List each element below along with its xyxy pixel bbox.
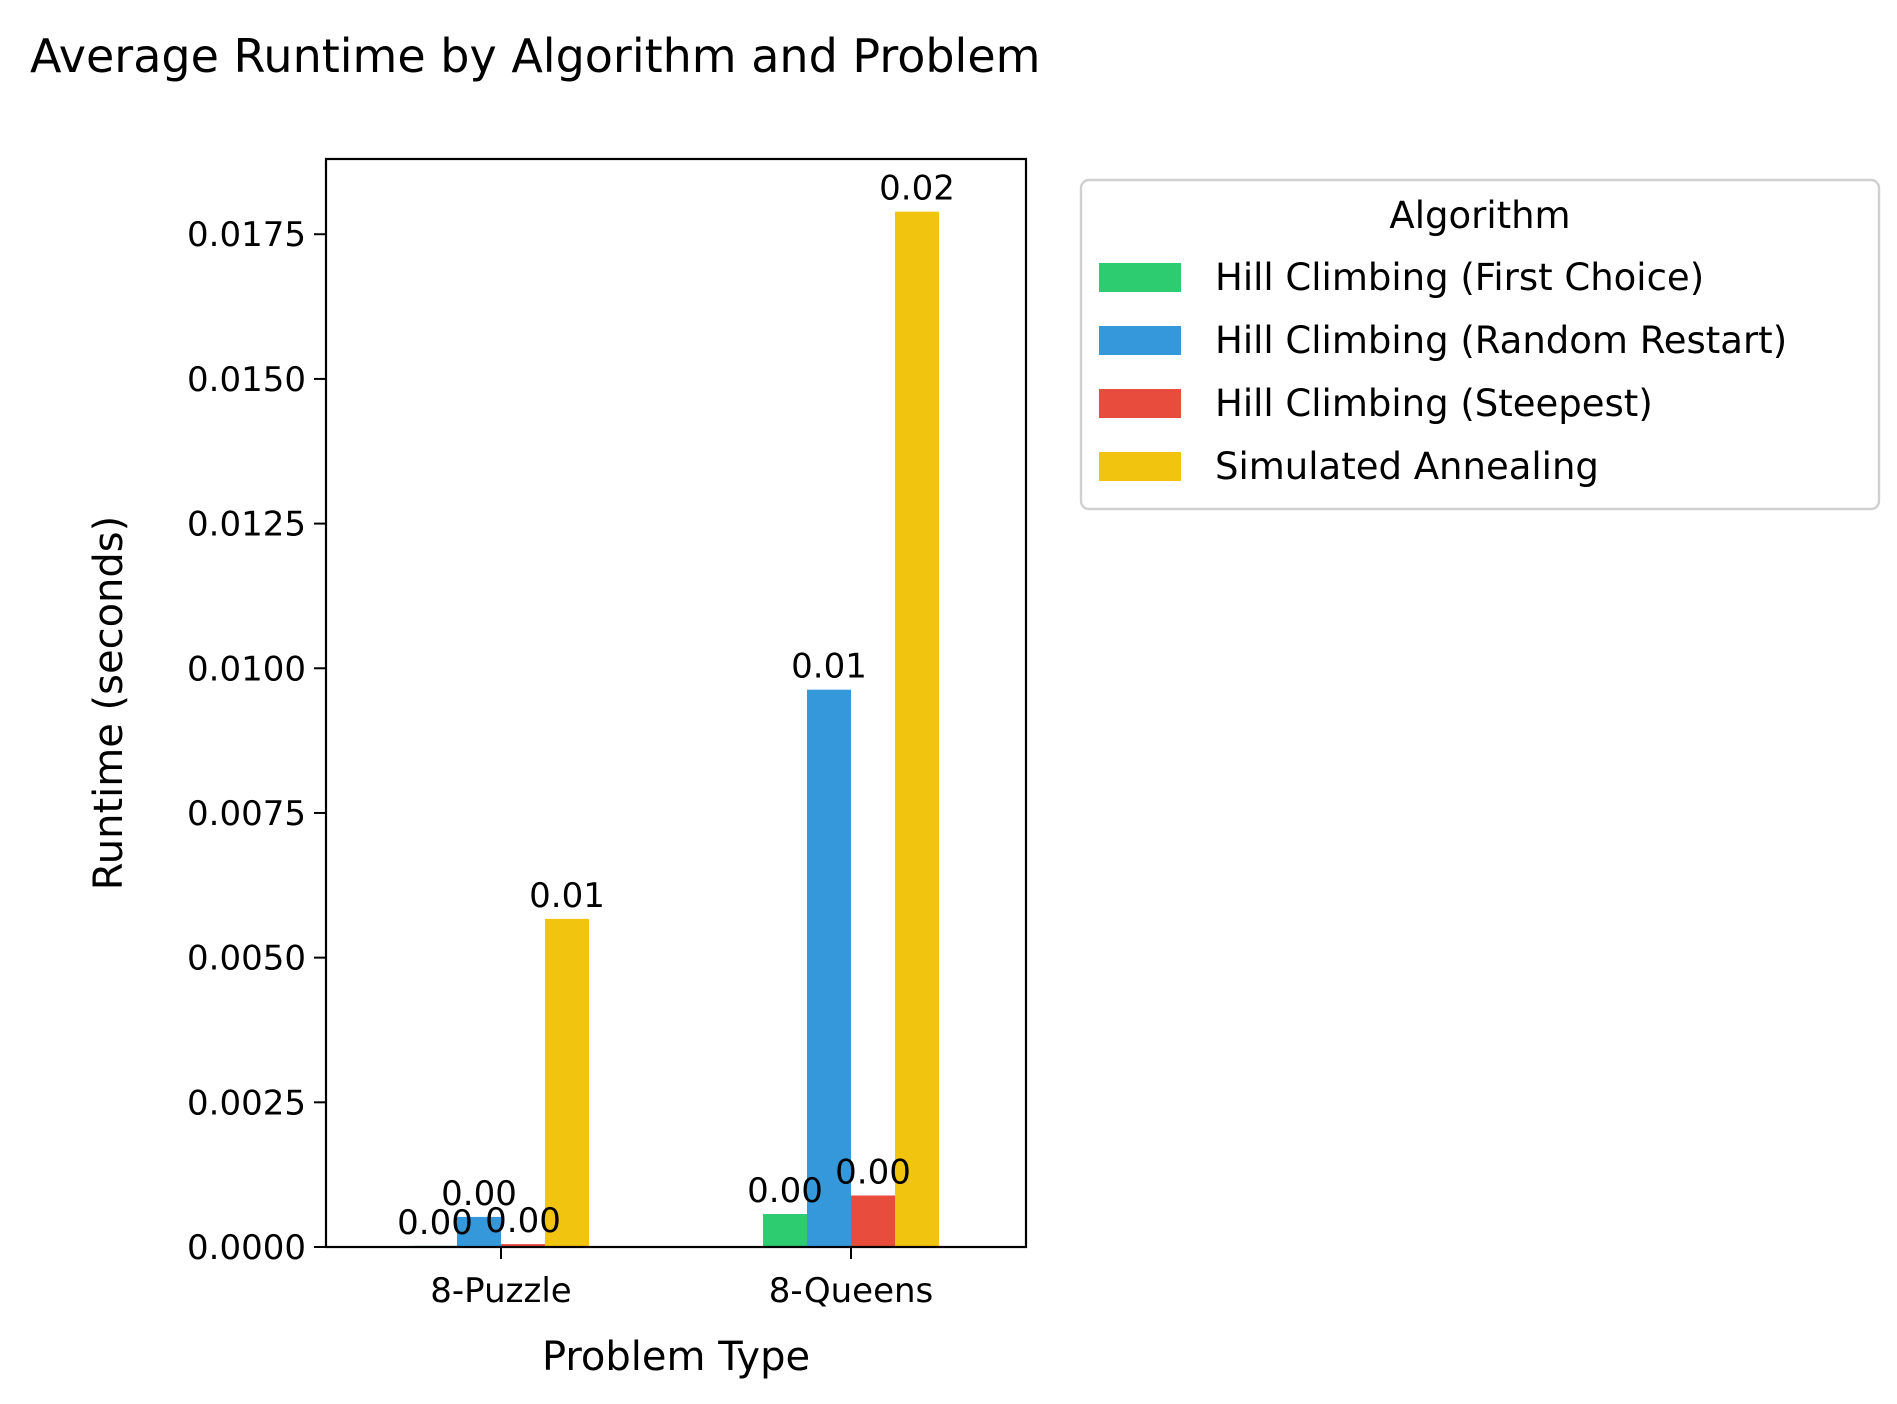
legend-label: Hill Climbing (Steepest) — [1215, 382, 1653, 425]
y-tick-label: 0.0150 — [187, 360, 306, 400]
legend-label: Simulated Annealing — [1215, 445, 1599, 488]
bar-value-label: 0.01 — [529, 876, 605, 916]
bar — [763, 1214, 807, 1247]
bar-value-label: 0.00 — [441, 1174, 517, 1214]
legend-swatch — [1099, 263, 1181, 292]
x-axis: 8-Puzzle 8-Queens — [430, 1247, 933, 1311]
legend-title: Algorithm — [1389, 194, 1570, 237]
legend-swatch — [1099, 452, 1181, 481]
bar-value-label: 0.00 — [747, 1171, 823, 1211]
y-tick-label: 0.0025 — [187, 1083, 306, 1123]
bars-layer — [413, 211, 939, 1248]
bar-value-label: 0.00 — [485, 1201, 561, 1241]
bar — [545, 918, 589, 1247]
bar — [851, 1195, 895, 1247]
bar-value-label: 0.00 — [397, 1203, 473, 1243]
y-axis: 0.0000 0.0025 0.0050 0.0075 0.0100 0.0125 0.01… — [187, 215, 326, 1268]
y-tick-label: 0.0100 — [187, 649, 306, 689]
x-axis-label: Problem Type — [542, 1334, 810, 1380]
bar — [457, 1216, 501, 1247]
x-tick-label: 8-Puzzle — [430, 1271, 571, 1311]
bar-value-label: 0.02 — [879, 169, 955, 209]
plot-frame — [324, 157, 1028, 1249]
x-tick-label: 8-Queens — [769, 1271, 934, 1311]
chart-title: Average Runtime by Algorithm and Problem — [30, 29, 1040, 83]
y-tick-label: 0.0075 — [187, 794, 306, 834]
legend-swatch — [1099, 326, 1181, 355]
bar-value-label: 0.00 — [835, 1152, 911, 1192]
data-labels-layer: 0.000.000.000.010.000.010.000.02 — [397, 169, 955, 1243]
y-tick-label: 0.0125 — [187, 505, 306, 545]
bar — [501, 1244, 545, 1247]
y-tick-label: 0.0050 — [187, 939, 306, 979]
y-tick-label: 0.0175 — [187, 215, 306, 255]
legend-frame — [1079, 178, 1881, 511]
y-axis-label: Runtime (seconds) — [86, 516, 132, 891]
legend-entries: Hill Climbing (First Choice) Hill Climbin… — [1099, 256, 1787, 488]
bar — [807, 689, 851, 1247]
legend-label: Hill Climbing (Random Restart) — [1215, 319, 1787, 362]
legend-swatch — [1099, 389, 1181, 418]
legend: Algorithm Hill Climbing (First Choice)Hi… — [1079, 178, 1881, 511]
y-tick-label: 0.0000 — [187, 1228, 306, 1268]
bar-value-label: 0.01 — [791, 647, 867, 687]
legend-label: Hill Climbing (First Choice) — [1215, 256, 1704, 299]
bar — [895, 211, 939, 1248]
